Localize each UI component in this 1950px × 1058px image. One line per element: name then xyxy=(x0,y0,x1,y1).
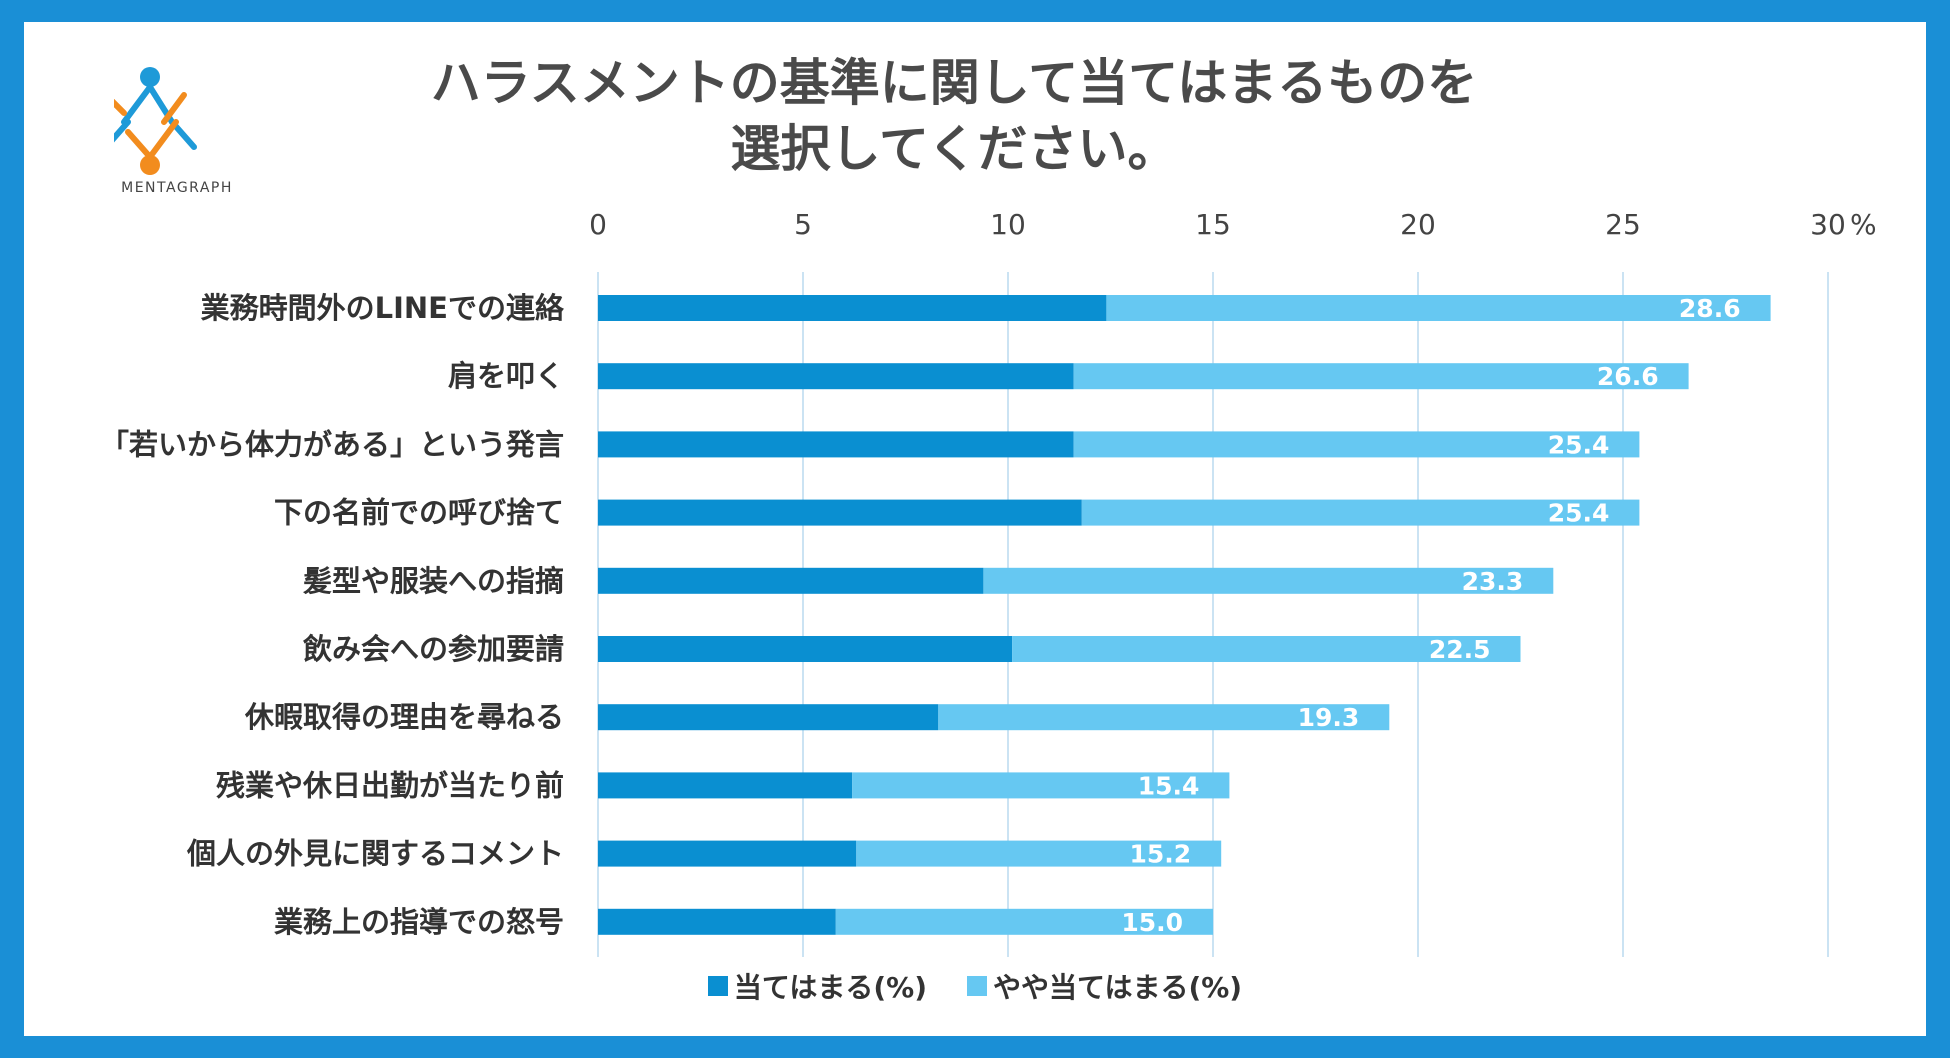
chart-title-line-2: 選択してください。 xyxy=(730,120,1178,178)
bar-segment-series-2 xyxy=(852,772,1230,799)
bar-segment-series-2 xyxy=(1081,499,1640,526)
bar-segment-series-1 xyxy=(598,772,853,799)
total-value-label: 22.5 xyxy=(1429,635,1491,664)
bar-segment-series-1 xyxy=(598,704,939,731)
legend-item-series-1: 当てはまる(%) xyxy=(707,966,927,1006)
x-tick-label-25: 25 xyxy=(1605,208,1641,241)
bar-segment-series-1 xyxy=(598,840,857,867)
chart-title: ハラスメントの基準に関して当てはまるものを 選択してください。 xyxy=(304,50,1604,182)
x-tick-label-20: 20 xyxy=(1400,208,1436,241)
category-label: 残業や休日出勤が当たり前 xyxy=(216,768,564,802)
bar-segment-series-2 xyxy=(983,567,1554,594)
bar-segment-series-1 xyxy=(598,567,984,594)
chart-legend: 当てはまる(%) やや当てはまる(%) xyxy=(24,966,1926,1006)
x-tick-label-0: 0 xyxy=(589,208,607,241)
legend-swatch-series-2 xyxy=(967,976,987,996)
brand-name: MENTAGRAPH xyxy=(121,180,233,196)
category-label: 髪型や服装への指摘 xyxy=(302,564,564,598)
category-label: 休暇取得の理由を尋ねる xyxy=(244,700,564,734)
bar-segment-series-2 xyxy=(835,908,1213,935)
total-value-label: 25.4 xyxy=(1548,499,1610,528)
category-label: 業務時間外のLINEでの連絡 xyxy=(201,291,565,325)
category-label: 下の名前での呼び捨て xyxy=(274,496,564,530)
bar-segment-series-1 xyxy=(598,431,1074,458)
bar-segment-series-1 xyxy=(598,295,1107,321)
bar-segment-series-1 xyxy=(598,908,836,935)
total-value-label: 19.3 xyxy=(1298,703,1360,732)
total-value-label: 28.6 xyxy=(1679,294,1741,323)
legend-label-series-1: 当てはまる(%) xyxy=(733,971,927,1004)
legend-swatch-series-1 xyxy=(707,976,728,996)
mentagraph-logo-icon xyxy=(114,67,197,175)
total-value-label: 25.4 xyxy=(1548,430,1610,459)
total-value-label: 15.2 xyxy=(1130,840,1192,869)
legend-item-series-2: やや当てはまる(%) xyxy=(967,966,1242,1006)
category-label: 飲み会への参加要請 xyxy=(303,632,564,666)
bar-segment-series-1 xyxy=(598,636,1013,662)
x-tick-label-10: 10 xyxy=(990,208,1026,241)
total-value-label: 15.4 xyxy=(1138,771,1200,800)
category-label: 肩を叩く xyxy=(448,359,564,393)
category-label: 個人の外見に関するコメント xyxy=(186,837,564,871)
bar-segment-series-2 xyxy=(856,840,1222,867)
x-tick-label-30: 30 xyxy=(1810,208,1846,241)
bar-segment-series-1 xyxy=(598,363,1074,390)
x-tick-label-15: 15 xyxy=(1195,208,1231,241)
total-value-label: 15.0 xyxy=(1121,908,1183,937)
x-axis-unit: % xyxy=(1850,208,1877,241)
chart-frame: MENTAGRAPH ハラスメントの基準に関して当てはまるものを 選択してくださ… xyxy=(24,22,1926,1036)
bar-chart: 0 5 10 15 20 25 30 % 業務時間外のLINEでの連絡 28.6 肩を叩く 26.6 「… xyxy=(100,208,1877,957)
bar-segment-series-2 xyxy=(1106,295,1771,321)
legend-label-series-2: やや当てはまる(%) xyxy=(993,971,1243,1004)
bar-segment-series-1 xyxy=(598,499,1082,526)
bar-segment-series-2 xyxy=(938,704,1390,731)
x-tick-label-5: 5 xyxy=(794,208,812,241)
bar-segment-series-2 xyxy=(1073,431,1640,458)
category-label: 「若いから体力がある」という発言 xyxy=(100,427,564,461)
chart-title-line-1: ハラスメントの基準に関して当てはまるものを xyxy=(430,54,1478,112)
category-label: 業務上の指導での怒号 xyxy=(274,905,564,939)
total-value-label: 23.3 xyxy=(1462,567,1524,596)
bar-segment-series-2 xyxy=(1012,636,1521,662)
total-value-label: 26.6 xyxy=(1597,362,1659,391)
bar-segment-series-2 xyxy=(1073,363,1689,390)
